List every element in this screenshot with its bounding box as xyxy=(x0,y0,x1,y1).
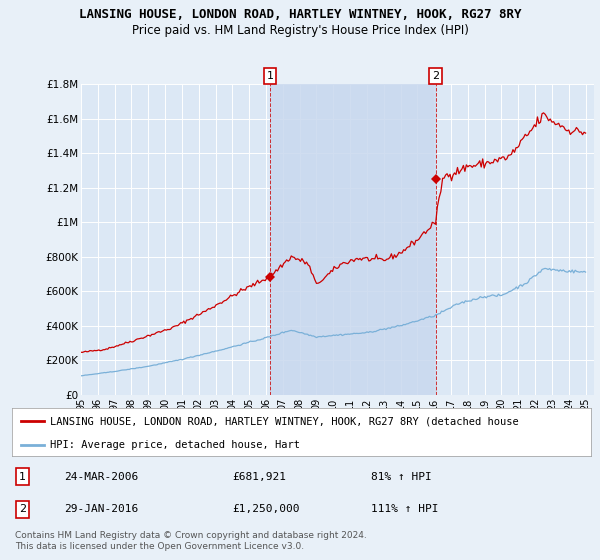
Text: 2: 2 xyxy=(19,505,26,515)
Text: LANSING HOUSE, LONDON ROAD, HARTLEY WINTNEY, HOOK, RG27 8RY (detached house: LANSING HOUSE, LONDON ROAD, HARTLEY WINT… xyxy=(50,416,518,426)
Text: Contains HM Land Registry data © Crown copyright and database right 2024.: Contains HM Land Registry data © Crown c… xyxy=(15,531,367,540)
Text: 1: 1 xyxy=(19,472,26,482)
Text: £1,250,000: £1,250,000 xyxy=(232,505,299,515)
Text: 1: 1 xyxy=(266,71,274,81)
Text: This data is licensed under the Open Government Licence v3.0.: This data is licensed under the Open Gov… xyxy=(15,542,304,550)
Text: 81% ↑ HPI: 81% ↑ HPI xyxy=(371,472,432,482)
Bar xyxy=(270,84,436,395)
Text: 24-MAR-2006: 24-MAR-2006 xyxy=(64,472,139,482)
Text: £681,921: £681,921 xyxy=(232,472,286,482)
Text: HPI: Average price, detached house, Hart: HPI: Average price, detached house, Hart xyxy=(50,440,299,450)
Text: 111% ↑ HPI: 111% ↑ HPI xyxy=(371,505,439,515)
Text: 2: 2 xyxy=(432,71,439,81)
Text: LANSING HOUSE, LONDON ROAD, HARTLEY WINTNEY, HOOK, RG27 8RY: LANSING HOUSE, LONDON ROAD, HARTLEY WINT… xyxy=(79,8,521,21)
Text: Price paid vs. HM Land Registry's House Price Index (HPI): Price paid vs. HM Land Registry's House … xyxy=(131,24,469,36)
Text: 29-JAN-2016: 29-JAN-2016 xyxy=(64,505,139,515)
